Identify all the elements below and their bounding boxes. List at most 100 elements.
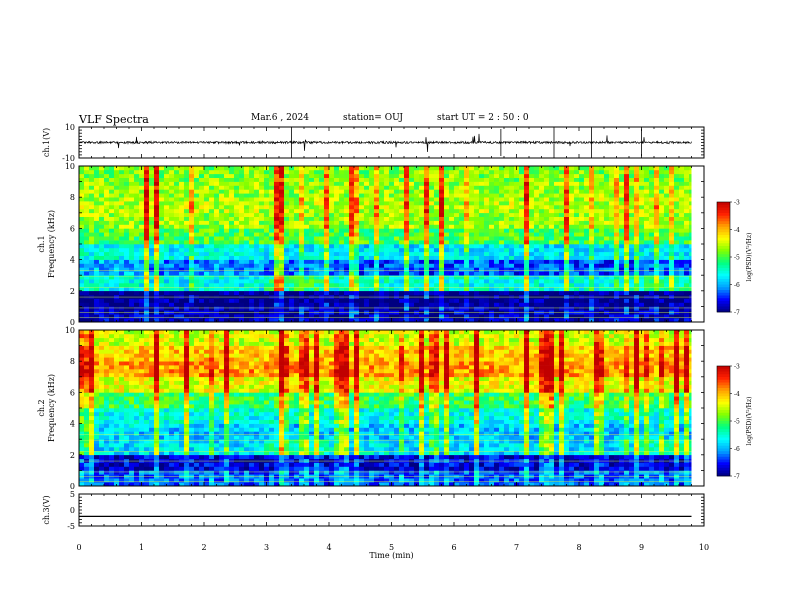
spectrogram-cell bbox=[309, 181, 315, 186]
spectrogram-cell bbox=[104, 185, 110, 190]
spectrogram-cell bbox=[274, 201, 280, 206]
spectrogram-cell bbox=[669, 193, 675, 198]
spectrogram-cell bbox=[294, 259, 300, 264]
spectrogram-cell bbox=[454, 197, 460, 202]
spectrogram-cell bbox=[549, 216, 555, 221]
spectrogram-cell bbox=[429, 181, 435, 186]
spectrogram-cell bbox=[459, 286, 465, 292]
spectrogram-cell bbox=[339, 169, 345, 175]
spectrogram-cell bbox=[629, 259, 635, 264]
spectrogram-cell bbox=[529, 197, 535, 202]
spectrogram-cell bbox=[124, 189, 130, 194]
spectrogram-cell bbox=[639, 197, 645, 202]
spectrogram-cell bbox=[669, 201, 675, 206]
spectrogram-cell bbox=[249, 228, 255, 233]
spectrogram-cell bbox=[249, 208, 255, 214]
spectrogram-cell bbox=[229, 279, 235, 284]
spectrogram-cell bbox=[234, 302, 240, 307]
spectrogram-cell bbox=[639, 201, 645, 206]
spectrogram-cell bbox=[669, 205, 675, 210]
spectrogram-cell bbox=[429, 232, 435, 237]
spectrogram-cell bbox=[614, 193, 620, 198]
spectrogram-cell bbox=[214, 205, 220, 210]
spectrogram-cell bbox=[414, 189, 420, 194]
spectrogram-cell bbox=[209, 298, 215, 303]
spectrogram-cell bbox=[194, 259, 200, 264]
spectrogram-cell bbox=[599, 228, 605, 233]
spectrogram-cell bbox=[134, 271, 140, 276]
spectrogram-cell bbox=[154, 177, 160, 182]
spectrogram-cell bbox=[109, 212, 115, 217]
spectrogram-cell bbox=[194, 263, 200, 268]
spectrogram-cell bbox=[664, 228, 670, 233]
spectrogram-cell bbox=[384, 216, 390, 221]
spectrogram-cell bbox=[394, 232, 400, 237]
spectrogram-cell bbox=[654, 181, 660, 186]
spectrogram-cell bbox=[219, 177, 225, 182]
spectrogram-cell bbox=[639, 259, 645, 264]
spectrogram-cell bbox=[604, 244, 610, 249]
spectrogram-cell bbox=[389, 302, 395, 307]
spectrogram-cell bbox=[504, 177, 510, 182]
spectrogram-cell bbox=[494, 255, 500, 260]
spectrogram-cell bbox=[219, 251, 225, 256]
spectrogram-cell bbox=[649, 240, 655, 245]
spectrogram-cell bbox=[524, 236, 530, 241]
spectrogram-cell bbox=[604, 216, 610, 221]
spectrogram-cell bbox=[304, 251, 310, 256]
spectrogram-cell bbox=[639, 189, 645, 194]
spectrogram-cell bbox=[404, 283, 410, 288]
spectrogram-cell bbox=[574, 185, 580, 190]
spectrogram-cell bbox=[204, 251, 210, 256]
spectrogram-cell bbox=[574, 263, 580, 268]
spectrogram-cell bbox=[279, 236, 285, 241]
spectrogram-cell bbox=[309, 240, 315, 245]
spectrogram-cell bbox=[259, 286, 265, 292]
spectrogram-cell bbox=[284, 232, 290, 237]
spectrogram-cell bbox=[359, 228, 365, 233]
spectrogram-cell bbox=[374, 205, 380, 210]
spectrogram-cell bbox=[169, 267, 175, 272]
spectrogram-cell bbox=[449, 290, 455, 295]
spectrogram-cell bbox=[329, 267, 335, 272]
spectrogram-cell bbox=[149, 216, 155, 221]
spectrogram-cell bbox=[499, 251, 505, 256]
spectrogram-cell bbox=[339, 251, 345, 256]
spectrogram-cell bbox=[164, 201, 170, 206]
spectrogram-cell bbox=[229, 247, 235, 253]
spectrogram-cell bbox=[684, 298, 690, 303]
spectrogram-cell bbox=[254, 259, 260, 264]
spectrogram-cell bbox=[129, 251, 135, 256]
spectrogram-cell bbox=[384, 228, 390, 233]
spectrogram-cell bbox=[514, 169, 520, 175]
spectrogram-cell bbox=[419, 290, 425, 295]
spectrogram-cell bbox=[259, 275, 265, 280]
spectrogram-cell bbox=[644, 251, 650, 256]
spectrogram-cell bbox=[154, 318, 160, 323]
spectrogram-cell bbox=[274, 232, 280, 237]
spectrogram-cell bbox=[129, 232, 135, 237]
spectrogram-cell bbox=[334, 166, 340, 171]
spectrogram-cell bbox=[329, 212, 335, 217]
spectrogram-cell bbox=[204, 236, 210, 241]
spectrogram-cell bbox=[679, 216, 685, 221]
spectrogram-cell bbox=[109, 181, 115, 186]
spectrogram-cell bbox=[119, 290, 125, 295]
spectrogram-cell bbox=[169, 216, 175, 221]
spectrogram-cell bbox=[89, 240, 95, 245]
spectrogram-cell bbox=[654, 236, 660, 241]
spectrogram-cell bbox=[509, 189, 515, 194]
spectrogram-cell bbox=[629, 189, 635, 194]
spectrogram-cell bbox=[214, 240, 220, 245]
spectrogram-cell bbox=[324, 220, 330, 225]
spectrogram-cell bbox=[424, 255, 430, 260]
spectrogram-cell bbox=[359, 286, 365, 292]
spectrogram-cell bbox=[549, 212, 555, 217]
spectrogram-cell bbox=[494, 240, 500, 245]
spectrogram-cell bbox=[134, 228, 140, 233]
spectrogram-cell bbox=[99, 275, 105, 280]
spectrogram-cell bbox=[444, 193, 450, 198]
spectrogram-cell bbox=[199, 181, 205, 186]
spectrogram-cell bbox=[144, 169, 150, 175]
spectrogram-cell bbox=[544, 205, 550, 210]
